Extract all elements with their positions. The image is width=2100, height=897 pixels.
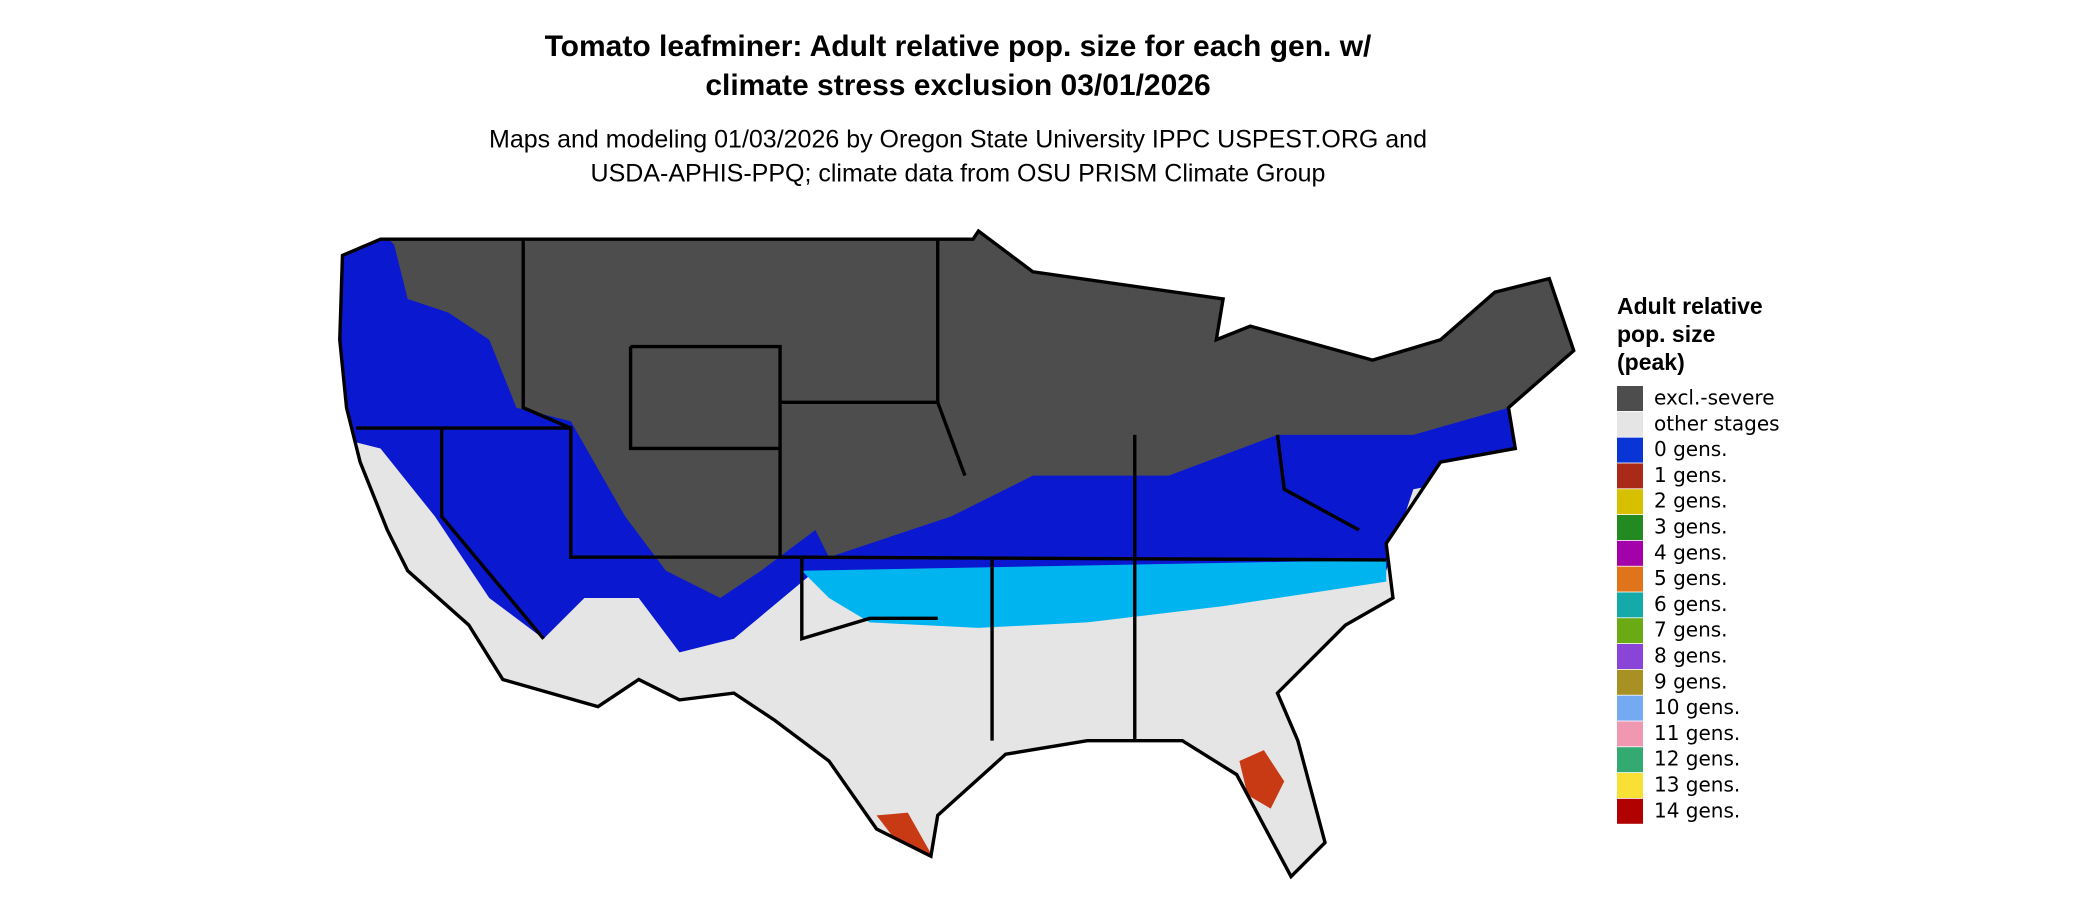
legend-label: 10 gens.: [1654, 695, 1740, 719]
headings: Tomato leafminer: Adult relative pop. si…: [489, 30, 1427, 188]
texas-gens-area: [876, 812, 931, 857]
legend-swatch: [1617, 437, 1643, 463]
subtitle-line: Maps and modeling 01/03/2026 by Oregon S…: [489, 126, 1427, 154]
legend-label: 8 gens.: [1654, 644, 1728, 668]
border-line: [1275, 434, 1360, 532]
legend-label: 4 gens.: [1654, 540, 1728, 564]
legend-label: 7 gens.: [1654, 618, 1728, 642]
legend-title-line: Adult relative: [1617, 293, 1763, 319]
legend-swatch: [1617, 747, 1643, 773]
border-line: [521, 239, 572, 430]
us-outline: [338, 228, 1576, 880]
subtitle-line: USDA-APHIS-PPQ; climate data from OSU PR…: [591, 160, 1326, 188]
border-line: [439, 428, 545, 640]
legend-label: 11 gens.: [1654, 721, 1740, 745]
border-line: [630, 344, 782, 558]
legend-swatch: [1617, 721, 1643, 747]
legend-swatch: [1617, 618, 1643, 644]
legend-label: 3 gens.: [1654, 515, 1728, 539]
title-line: Tomato leafminer: Adult relative pop. si…: [545, 30, 1372, 63]
border-line: [800, 557, 938, 642]
legend-label: 14 gens.: [1654, 798, 1740, 822]
legend-swatch: [1617, 463, 1643, 489]
map-fill: [339, 231, 1574, 877]
legend-swatch: [1617, 644, 1643, 669]
legend-label: 6 gens.: [1654, 592, 1728, 616]
legend-label: 2 gens.: [1654, 489, 1728, 513]
legend-label: other stages: [1654, 411, 1780, 435]
light-blue-band: [801, 559, 1387, 628]
legend-swatch: [1617, 592, 1643, 618]
title-line: climate stress exclusion 03/01/2026: [705, 69, 1210, 102]
legend-label: 9 gens.: [1654, 669, 1728, 693]
florida-gens-area: [1239, 750, 1285, 809]
legend-label: 0 gens.: [1654, 437, 1728, 461]
legend-label: excl.-severe: [1654, 386, 1775, 410]
legend-swatch: [1617, 489, 1643, 515]
legend-title-line: (peak): [1617, 349, 1685, 375]
legend-label: 5 gens.: [1654, 566, 1728, 590]
state-borders: [338, 228, 1576, 880]
border-line: [628, 346, 781, 451]
legend-swatch: [1617, 798, 1643, 824]
legend-swatch: [1617, 669, 1643, 695]
legend-swatch: [1617, 695, 1643, 721]
legend-swatch: [1617, 566, 1643, 592]
map: [338, 228, 1576, 880]
legend-title-line: pop. size: [1617, 321, 1715, 347]
legend-label: 12 gens.: [1654, 747, 1740, 771]
legend-swatch: [1617, 386, 1643, 411]
legend-label: 13 gens.: [1654, 773, 1740, 797]
legend-swatch: [1617, 515, 1643, 540]
legend-label: 1 gens.: [1654, 463, 1728, 487]
border-line: [356, 426, 1387, 562]
legend-swatch: [1617, 540, 1643, 566]
legend-swatch: [1617, 773, 1643, 798]
legend-swatch: [1617, 411, 1643, 437]
